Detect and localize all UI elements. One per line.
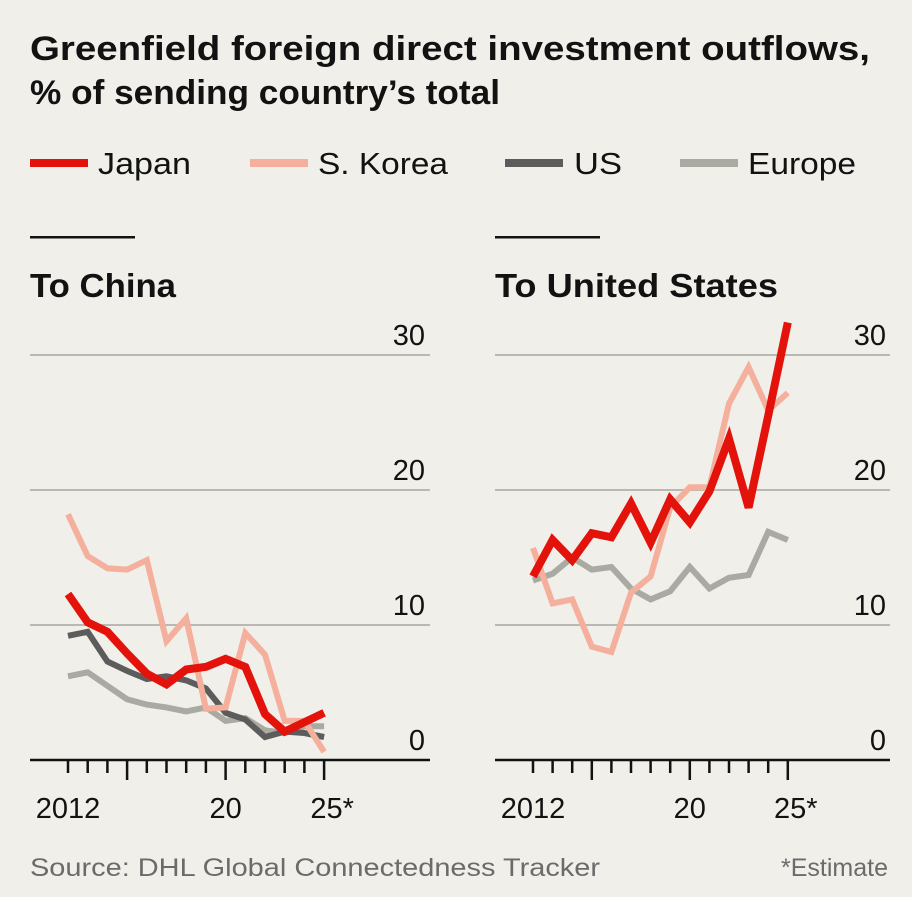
x-tick-label: 25* — [774, 793, 818, 825]
y-tick-label: 20 — [854, 455, 886, 487]
legend-label-skorea: S. Korea — [318, 146, 449, 181]
panel-title-china: To China — [30, 267, 177, 304]
x-tick-label: 25* — [310, 793, 354, 825]
legend-label-japan: Japan — [98, 146, 191, 181]
legend-swatch-us — [505, 159, 563, 167]
chart-title: Greenfield foreign direct investment out… — [30, 30, 870, 68]
y-tick-label: 0 — [409, 725, 425, 757]
series-line-skorea — [530, 360, 790, 656]
estimate-footnote: *Estimate — [781, 854, 888, 882]
source-note: Source: DHL Global Connectedness Tracker — [30, 854, 600, 882]
x-tick-label: 20 — [674, 793, 706, 825]
chart-subtitle: % of sending country’s total — [30, 74, 500, 112]
panel-china: 30 20 10 0 2012 20 25* — [30, 320, 430, 825]
series-line-skorea — [65, 513, 327, 754]
series-line-japan — [529, 321, 792, 579]
panel-rule-china — [30, 236, 135, 239]
y-tick-label: 10 — [854, 590, 886, 622]
legend: Japan S. Korea US Europe — [30, 146, 856, 181]
legend-label-us: US — [574, 146, 622, 181]
panel-rule-us — [495, 236, 600, 239]
y-tick-label: 0 — [870, 725, 886, 757]
y-tick-label: 10 — [393, 590, 425, 622]
x-tick-label: 2012 — [501, 793, 566, 825]
legend-swatch-europe — [680, 159, 738, 167]
x-tick-label: 20 — [209, 793, 241, 825]
y-tick-label: 30 — [854, 320, 886, 352]
legend-label-europe: Europe — [748, 146, 856, 181]
y-tick-label: 20 — [393, 455, 425, 487]
x-tick-label: 2012 — [36, 793, 101, 825]
legend-swatch-skorea — [250, 159, 308, 167]
series-line-japan — [64, 591, 326, 737]
panel-united-states: 30 20 10 0 2012 20 25* — [495, 320, 890, 825]
y-tick-label: 30 — [393, 320, 425, 352]
panel-title-us: To United States — [495, 267, 778, 304]
legend-swatch-japan — [30, 159, 88, 167]
